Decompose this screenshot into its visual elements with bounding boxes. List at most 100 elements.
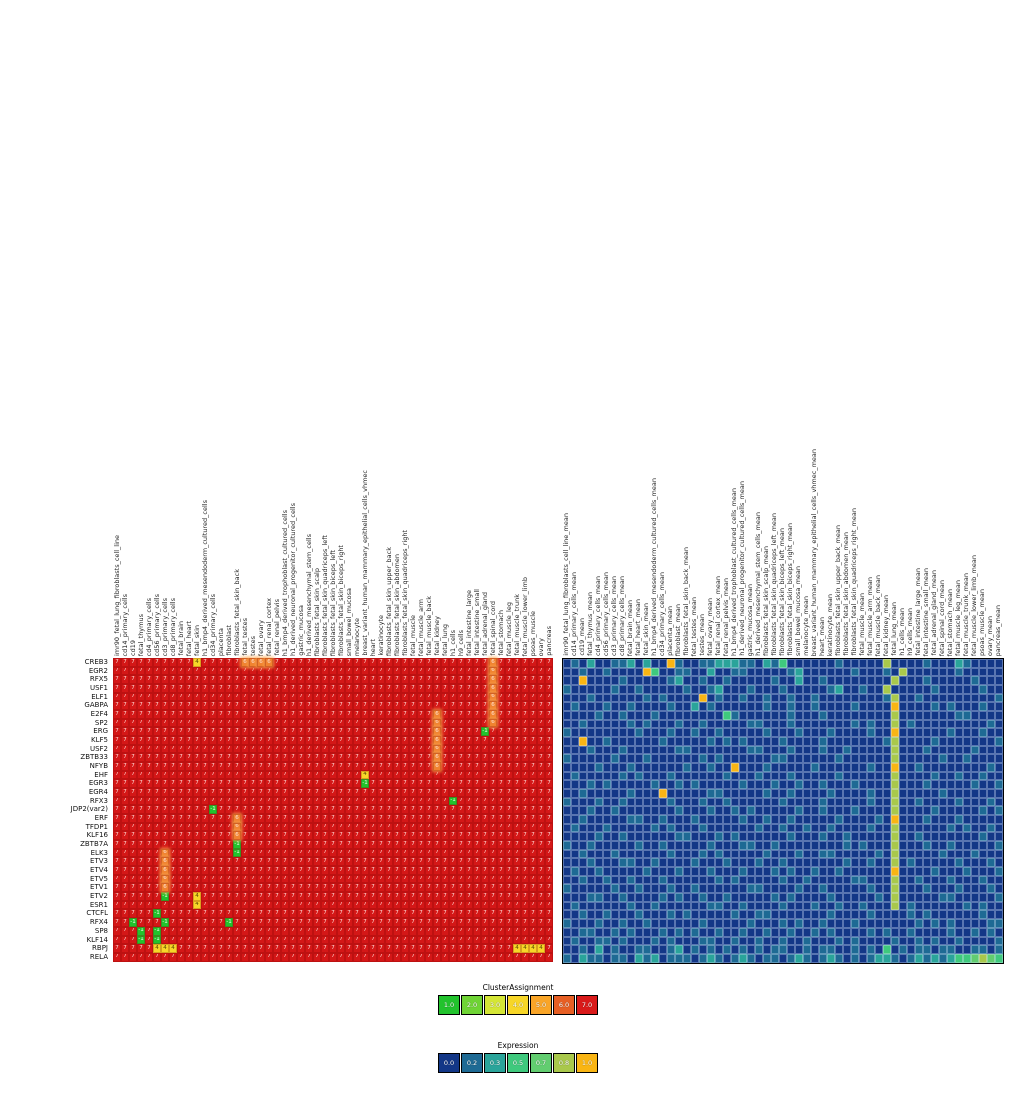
cluster-cell: 7 bbox=[489, 883, 497, 893]
expression-cell bbox=[835, 832, 843, 842]
expression-cell bbox=[739, 754, 747, 764]
expression-cell bbox=[891, 719, 899, 729]
cluster-cell: 7 bbox=[345, 710, 353, 719]
expression-cell bbox=[707, 823, 715, 833]
cluster-cell: 7 bbox=[393, 779, 401, 789]
expression-cell bbox=[635, 737, 643, 746]
cluster-cell: 7 bbox=[209, 866, 217, 875]
expression-cell bbox=[595, 667, 603, 677]
cluster-cell: 7 bbox=[145, 918, 153, 927]
cluster-cell: 7 bbox=[457, 926, 465, 936]
cluster-cell: 7 bbox=[401, 718, 409, 728]
cluster-cell: 7 bbox=[209, 814, 217, 823]
expression-cell bbox=[963, 858, 971, 868]
expression-cell bbox=[595, 780, 603, 790]
expression-cell bbox=[987, 719, 995, 729]
cluster-cell: 7 bbox=[161, 727, 169, 737]
expression-cell bbox=[803, 693, 811, 703]
expression-cell bbox=[611, 893, 619, 902]
cluster-cell: 7 bbox=[337, 866, 345, 875]
cluster-cell: 7 bbox=[297, 866, 305, 875]
expression-cell bbox=[891, 815, 899, 824]
expression-cell bbox=[667, 867, 675, 876]
cluster-cell: 7 bbox=[361, 701, 369, 711]
cluster-cell: 7 bbox=[217, 883, 225, 893]
expression-cell bbox=[707, 893, 715, 902]
cluster-cell: 7 bbox=[353, 805, 361, 815]
expression-cell bbox=[747, 780, 755, 790]
cluster-cell: 7 bbox=[441, 935, 449, 945]
cluster-cell: 6 bbox=[241, 658, 249, 667]
expression-cell bbox=[595, 945, 603, 954]
expression-cell bbox=[907, 936, 915, 946]
cluster-cell: 7 bbox=[161, 796, 169, 806]
cluster-cell: 7 bbox=[537, 822, 545, 832]
expression-cell bbox=[635, 806, 643, 816]
cluster-cell: 7 bbox=[481, 866, 489, 875]
cluster-cell: 7 bbox=[369, 779, 377, 789]
cluster-cell: 7 bbox=[225, 788, 233, 797]
cluster-cell: 7 bbox=[145, 944, 153, 953]
expression-cell bbox=[971, 893, 979, 902]
expression-cell bbox=[619, 901, 627, 911]
expression-cell bbox=[603, 849, 611, 859]
cluster-cell: 6 bbox=[161, 874, 169, 884]
cluster-cell: 7 bbox=[441, 952, 449, 962]
expression-cell bbox=[811, 667, 819, 677]
expression-cell bbox=[787, 927, 795, 937]
expression-cell bbox=[779, 823, 787, 833]
cluster-cell: 7 bbox=[425, 692, 433, 702]
expression-cell bbox=[787, 737, 795, 746]
cluster-cell: 7 bbox=[361, 658, 369, 667]
cluster-cell: 7 bbox=[313, 753, 321, 763]
cluster-cell: 7 bbox=[233, 684, 241, 693]
cluster-cell: 7 bbox=[401, 805, 409, 815]
cluster-cell: 7 bbox=[337, 848, 345, 858]
expression-cell bbox=[955, 841, 963, 850]
cluster-cell: 7 bbox=[177, 840, 185, 849]
expression-cell bbox=[867, 849, 875, 859]
cluster-cell: 7 bbox=[305, 831, 313, 841]
expression-cell bbox=[907, 823, 915, 833]
expression-cell bbox=[995, 771, 1003, 781]
cluster-cell: 7 bbox=[265, 805, 273, 815]
expression-cell bbox=[803, 910, 811, 920]
cluster-cell: 7 bbox=[497, 814, 505, 823]
cluster-cell: 7 bbox=[313, 796, 321, 806]
expression-cell bbox=[603, 832, 611, 842]
expression-cell bbox=[787, 858, 795, 868]
cluster-cell: 7 bbox=[169, 822, 177, 832]
cluster-cell: 7 bbox=[225, 909, 233, 919]
expression-cell bbox=[875, 685, 883, 694]
expression-cell bbox=[667, 884, 675, 894]
cluster-cell: 7 bbox=[273, 658, 281, 667]
expression-cell bbox=[603, 823, 611, 833]
expression-cell bbox=[715, 685, 723, 694]
cluster-cell: 7 bbox=[393, 831, 401, 841]
cluster-cell: 7 bbox=[481, 701, 489, 711]
expression-cell bbox=[867, 667, 875, 677]
expression-cell bbox=[715, 737, 723, 746]
cluster-cell: 7 bbox=[241, 874, 249, 884]
expression-cell bbox=[571, 693, 579, 703]
expression-cell bbox=[667, 875, 675, 885]
cluster-cell: 7 bbox=[129, 848, 137, 858]
expression-cell bbox=[931, 667, 939, 677]
expression-cell bbox=[931, 910, 939, 920]
cluster-cell: 7 bbox=[137, 866, 145, 875]
expression-cell bbox=[731, 901, 739, 911]
cluster-cell: 7 bbox=[337, 831, 345, 841]
cluster-cell: 7 bbox=[329, 840, 337, 849]
cluster-cell: 7 bbox=[249, 926, 257, 936]
expression-cell bbox=[947, 901, 955, 911]
expression-cell bbox=[931, 841, 939, 850]
expression-cell bbox=[931, 875, 939, 885]
expression-cell bbox=[787, 685, 795, 694]
expression-cell bbox=[699, 719, 707, 729]
expression-cell bbox=[763, 737, 771, 746]
cluster-cell: 7 bbox=[185, 831, 193, 841]
column-label: psoas_muscle bbox=[529, 610, 537, 656]
cluster-cell: 7 bbox=[313, 770, 321, 780]
expression-cell bbox=[603, 910, 611, 920]
cluster-cell: 7 bbox=[345, 718, 353, 728]
